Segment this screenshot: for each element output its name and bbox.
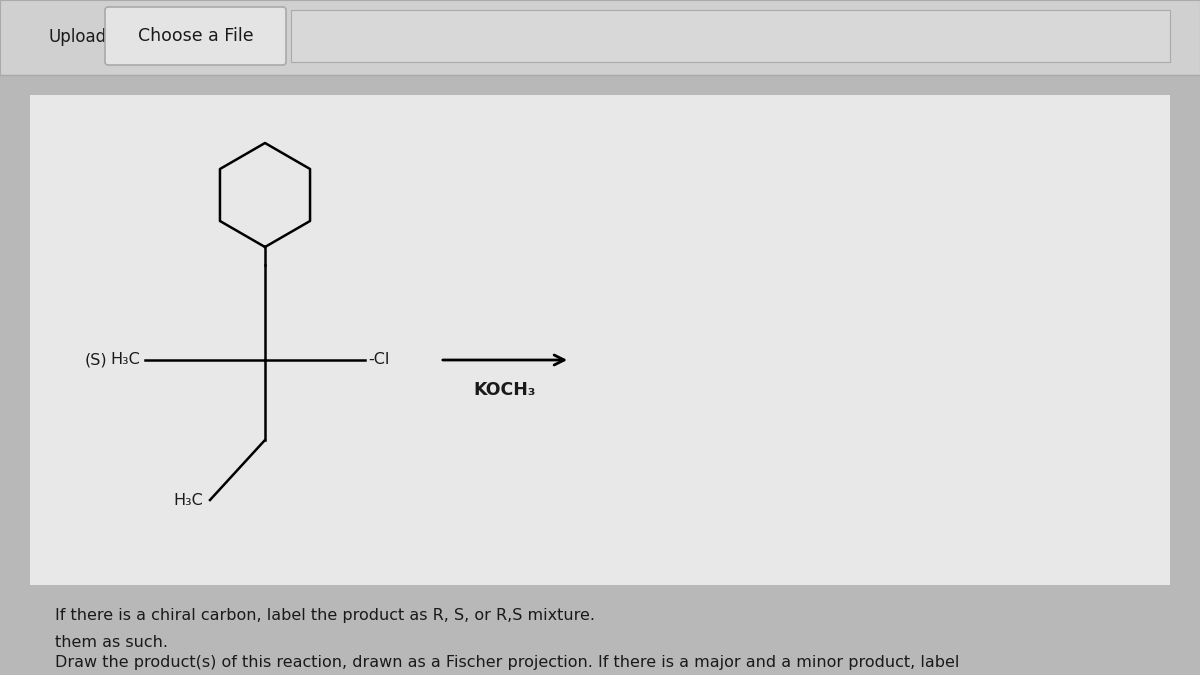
Text: If there is a chiral carbon, label the product as R, S, or R,S mixture.: If there is a chiral carbon, label the p… [55, 608, 595, 623]
FancyBboxPatch shape [292, 10, 1170, 62]
Text: Choose a File: Choose a File [138, 27, 253, 45]
Text: KOCH₃: KOCH₃ [474, 381, 536, 399]
Text: H₃C: H₃C [173, 493, 203, 508]
Text: -Cl: -Cl [368, 352, 389, 367]
FancyBboxPatch shape [30, 95, 1170, 585]
Text: H₃C: H₃C [110, 352, 140, 367]
Text: (S): (S) [85, 352, 108, 367]
Text: them as such.: them as such. [55, 635, 168, 650]
FancyBboxPatch shape [106, 7, 286, 65]
Text: Upload: Upload [48, 28, 106, 47]
FancyBboxPatch shape [0, 0, 1200, 75]
Text: Draw the product(s) of this reaction, drawn as a Fischer projection. If there is: Draw the product(s) of this reaction, dr… [55, 655, 959, 670]
